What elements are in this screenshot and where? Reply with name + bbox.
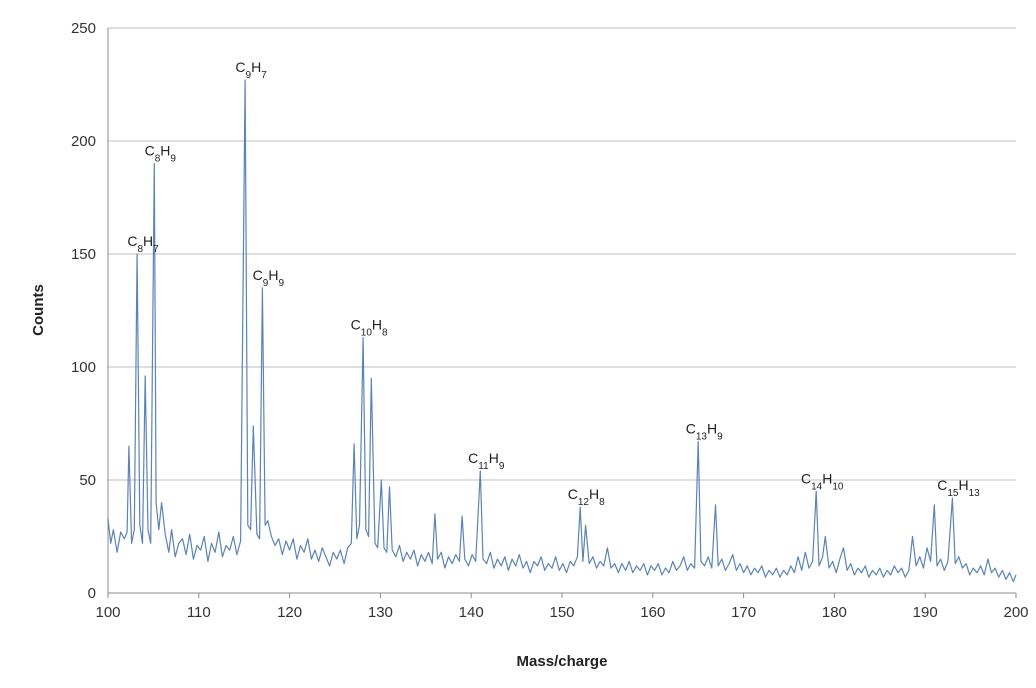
peak-label: C12H8 <box>568 486 605 508</box>
spectrum-series-line <box>107 79 1017 583</box>
peak-label: C10H8 <box>351 317 388 339</box>
y-tick-label: 250 <box>71 20 96 37</box>
peak-annotations-layer: C8H7 C8H9 C9H7 C9H9 C10H8 C11H9 C12H8 C13H9 C14H… <box>127 59 980 508</box>
peak-label: C11H9 <box>468 450 505 472</box>
x-tick-label: 110 <box>187 604 211 621</box>
tick-labels-layer: 0 50 100 150 200 250 100 110 120 130 140 150 160 170 1… <box>71 20 1029 621</box>
peak-label: C15H13 <box>937 477 980 499</box>
peak-label: C13H9 <box>686 421 723 443</box>
y-tick-label: 0 <box>88 585 96 602</box>
series-layer <box>107 79 1017 583</box>
y-tick-label: 50 <box>79 472 96 489</box>
peak-label: C8H9 <box>145 143 177 165</box>
y-axis-title: Counts <box>30 284 47 336</box>
axes-layer <box>107 28 1017 598</box>
peak-label: C9H7 <box>235 59 267 81</box>
peak-label: C8H7 <box>127 233 159 255</box>
x-tick-label: 160 <box>640 604 665 621</box>
y-tick-label: 100 <box>71 359 96 376</box>
peak-label: C14H10 <box>801 470 844 492</box>
x-tick-label: 180 <box>822 604 847 621</box>
peak-label: C9H9 <box>253 267 285 289</box>
x-tick-label: 130 <box>368 604 393 621</box>
grid-layer <box>108 27 1016 481</box>
y-tick-label: 200 <box>71 133 96 150</box>
x-tick-label: 190 <box>913 604 938 621</box>
x-axis-title: Mass/charge <box>517 653 608 670</box>
x-tick-label: 170 <box>731 604 756 621</box>
y-tick-label: 150 <box>71 246 96 263</box>
x-tick-label: 200 <box>1003 604 1028 621</box>
x-tick-label: 100 <box>95 604 120 621</box>
x-tick-label: 140 <box>459 604 484 621</box>
x-tick-label: 120 <box>277 604 302 621</box>
x-tick-label: 150 <box>549 604 574 621</box>
